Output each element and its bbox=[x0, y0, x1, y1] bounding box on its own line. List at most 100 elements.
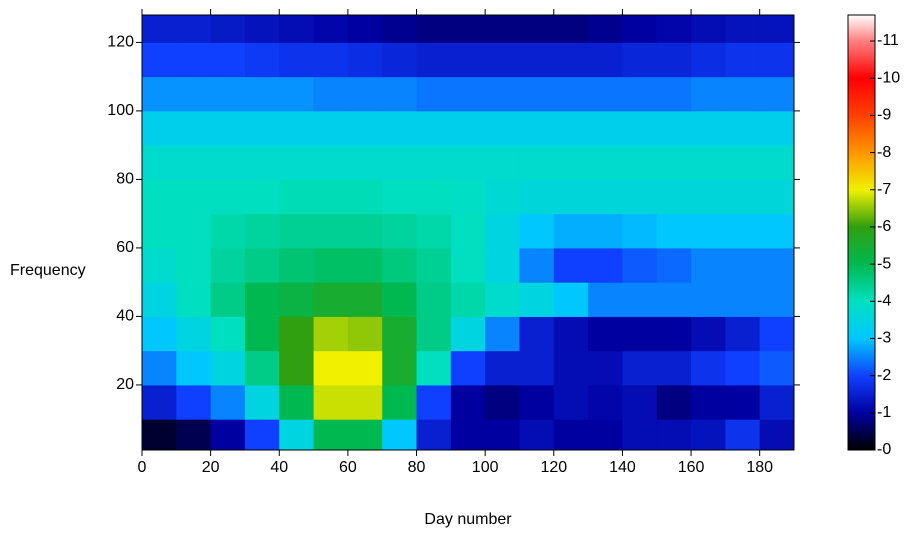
heat-cell bbox=[450, 350, 486, 386]
heat-cell bbox=[656, 419, 692, 451]
heat-cell bbox=[313, 145, 349, 180]
heat-cell bbox=[416, 419, 452, 451]
heat-cell bbox=[553, 350, 589, 386]
heat-cell bbox=[519, 316, 555, 352]
heat-cell bbox=[176, 419, 212, 451]
heat-cell bbox=[244, 350, 280, 386]
heat-cell bbox=[142, 76, 177, 112]
heat-cell bbox=[382, 419, 418, 451]
y-tick-label: 100 bbox=[107, 102, 134, 119]
heat-cell bbox=[519, 419, 555, 451]
heat-cell bbox=[622, 419, 658, 451]
heat-cell bbox=[142, 179, 177, 215]
heat-cell bbox=[725, 419, 761, 451]
heat-cell bbox=[759, 384, 795, 420]
heat-cell bbox=[244, 384, 280, 420]
heat-cell bbox=[279, 350, 315, 386]
colorbar-tick-label: -3 bbox=[877, 330, 891, 347]
heat-cell bbox=[279, 247, 315, 283]
heat-cell bbox=[210, 15, 246, 43]
heat-cell bbox=[588, 179, 623, 215]
y-tick-label: 120 bbox=[107, 34, 134, 51]
heat-cell bbox=[485, 110, 520, 146]
x-tick-label: 60 bbox=[339, 459, 357, 476]
heat-cell bbox=[622, 316, 658, 352]
heat-cell bbox=[382, 247, 418, 283]
colorbar bbox=[847, 14, 876, 451]
heat-cell bbox=[347, 350, 383, 386]
x-tick-label: 120 bbox=[540, 459, 567, 476]
heat-cell bbox=[656, 179, 692, 215]
heat-cell bbox=[313, 316, 349, 352]
heat-cell bbox=[519, 282, 555, 317]
colorbar-tick-label: -8 bbox=[877, 144, 891, 161]
heat-cell bbox=[347, 145, 383, 180]
y-tick-label: 80 bbox=[116, 171, 134, 188]
heat-cell bbox=[656, 42, 692, 78]
heat-cell bbox=[279, 42, 315, 78]
heat-cell bbox=[691, 76, 726, 112]
heat-cell bbox=[416, 15, 452, 43]
heat-cell bbox=[485, 350, 520, 386]
heat-cell bbox=[485, 384, 520, 420]
heat-cell bbox=[450, 213, 486, 249]
heat-cell bbox=[382, 15, 418, 43]
heat-cell bbox=[244, 316, 280, 352]
colorbar-tick-label: -10 bbox=[877, 69, 900, 86]
heat-cell bbox=[210, 213, 246, 249]
heat-cell bbox=[279, 179, 315, 215]
heat-cell bbox=[519, 42, 555, 78]
heat-cell bbox=[210, 350, 246, 386]
heat-cell bbox=[416, 247, 452, 283]
heat-cell bbox=[142, 110, 177, 146]
heat-cell bbox=[656, 316, 692, 352]
heat-cell bbox=[725, 145, 761, 180]
heat-cell bbox=[347, 247, 383, 283]
heat-cell bbox=[450, 76, 486, 112]
heat-cell bbox=[142, 384, 177, 420]
heat-cell bbox=[210, 247, 246, 283]
heat-cell bbox=[450, 145, 486, 180]
heat-cell bbox=[244, 76, 280, 112]
heat-cell bbox=[347, 384, 383, 420]
colorbar-tick-label: -7 bbox=[877, 181, 891, 198]
heat-cell bbox=[279, 282, 315, 317]
x-tick-label: 40 bbox=[270, 459, 288, 476]
heat-cell bbox=[313, 247, 349, 283]
heat-cell bbox=[691, 42, 726, 78]
heat-cell bbox=[347, 76, 383, 112]
heat-cell bbox=[759, 15, 795, 43]
heat-cell bbox=[142, 145, 177, 180]
heat-cell bbox=[382, 179, 418, 215]
heat-cell bbox=[691, 350, 726, 386]
heat-cell bbox=[416, 316, 452, 352]
heat-cell bbox=[656, 110, 692, 146]
heat-cell bbox=[485, 419, 520, 451]
heat-cell bbox=[142, 316, 177, 352]
heat-cell bbox=[416, 76, 452, 112]
heat-cell bbox=[450, 384, 486, 420]
heat-cell bbox=[485, 282, 520, 317]
colorbar-tick-label: -2 bbox=[877, 367, 891, 384]
heat-cell bbox=[382, 145, 418, 180]
heat-cell bbox=[553, 15, 589, 43]
heat-cell bbox=[382, 110, 418, 146]
heat-cell bbox=[519, 76, 555, 112]
heat-cell bbox=[279, 76, 315, 112]
heat-cell bbox=[244, 247, 280, 283]
heat-cell bbox=[279, 384, 315, 420]
heat-cell bbox=[485, 145, 520, 180]
heat-cell bbox=[759, 42, 795, 78]
heat-cell bbox=[622, 110, 658, 146]
heat-cell bbox=[176, 42, 212, 78]
x-tick-label: 0 bbox=[138, 459, 147, 476]
y-tick-label: 20 bbox=[116, 376, 134, 393]
heat-cell bbox=[656, 247, 692, 283]
heat-cell bbox=[210, 76, 246, 112]
colorbar-tick-label: -11 bbox=[877, 32, 899, 49]
heat-cell bbox=[588, 316, 623, 352]
heat-cell bbox=[416, 350, 452, 386]
colorbar-tick-label: -4 bbox=[877, 293, 891, 310]
heat-cell bbox=[759, 76, 795, 112]
heat-cell bbox=[691, 110, 726, 146]
